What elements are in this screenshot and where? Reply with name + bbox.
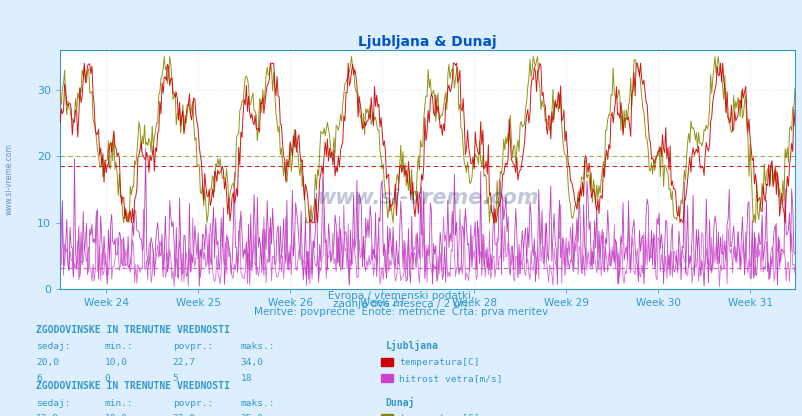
Text: Ljubljana: Ljubljana — [385, 340, 438, 352]
Text: Evropa / vremenski podatki,: Evropa / vremenski podatki, — [328, 291, 474, 301]
Text: 23,0: 23,0 — [172, 414, 196, 416]
Text: min.:: min.: — [104, 399, 133, 408]
Text: maks.:: maks.: — [241, 342, 275, 352]
Text: povpr.:: povpr.: — [172, 342, 213, 352]
Text: maks.:: maks.: — [241, 399, 275, 408]
Text: 0: 0 — [104, 374, 110, 383]
Text: 22,7: 22,7 — [172, 358, 196, 367]
Text: Dunaj: Dunaj — [385, 396, 415, 408]
Text: temperatura[C]: temperatura[C] — [399, 414, 479, 416]
Text: 13,0: 13,0 — [36, 414, 59, 416]
Text: 6: 6 — [36, 374, 42, 383]
Text: 18: 18 — [241, 374, 252, 383]
Text: zadnja dva meseca / 2 uri.: zadnja dva meseca / 2 uri. — [332, 299, 470, 309]
Text: min.:: min.: — [104, 342, 133, 352]
Text: hitrost vetra[m/s]: hitrost vetra[m/s] — [399, 374, 502, 383]
Text: ZGODOVINSKE IN TRENUTNE VREDNOSTI: ZGODOVINSKE IN TRENUTNE VREDNOSTI — [36, 381, 229, 391]
Text: 35,0: 35,0 — [241, 414, 264, 416]
Text: 10,0: 10,0 — [104, 358, 128, 367]
Text: www.si-vreme.com: www.si-vreme.com — [316, 188, 538, 208]
Text: 5: 5 — [172, 374, 178, 383]
Text: 10,0: 10,0 — [104, 414, 128, 416]
Text: povpr.:: povpr.: — [172, 399, 213, 408]
Text: ZGODOVINSKE IN TRENUTNE VREDNOSTI: ZGODOVINSKE IN TRENUTNE VREDNOSTI — [36, 325, 229, 335]
Text: 20,0: 20,0 — [36, 358, 59, 367]
Text: temperatura[C]: temperatura[C] — [399, 358, 479, 367]
Title: Ljubljana & Dunaj: Ljubljana & Dunaj — [358, 35, 496, 49]
Text: 34,0: 34,0 — [241, 358, 264, 367]
Text: sedaj:: sedaj: — [36, 342, 71, 352]
Text: sedaj:: sedaj: — [36, 399, 71, 408]
Text: www.si-vreme.com: www.si-vreme.com — [5, 143, 14, 215]
Text: Meritve: povprečne  Enote: metrične  Črta: prva meritev: Meritve: povprečne Enote: metrične Črta:… — [254, 305, 548, 317]
